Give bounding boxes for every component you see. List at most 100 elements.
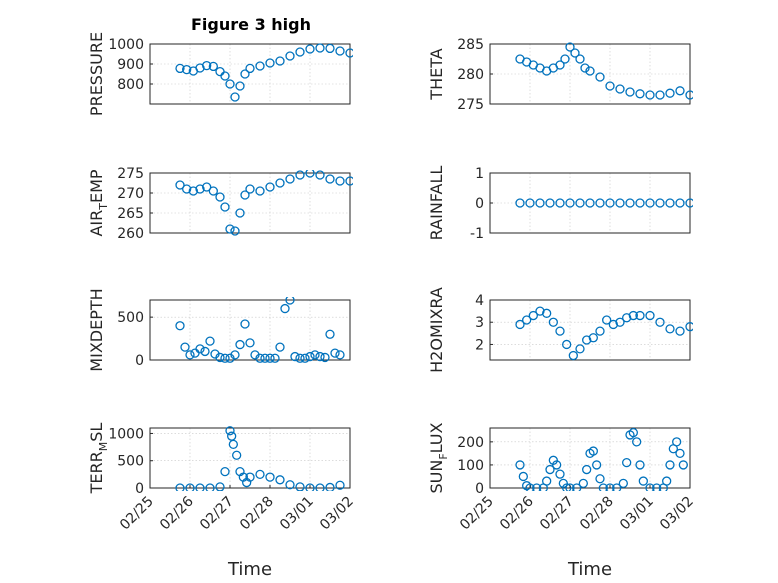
data-point xyxy=(525,483,535,491)
data-point xyxy=(560,54,570,64)
subplot-air-temp: 260 265 270 275 AIRTEMP xyxy=(87,166,353,242)
y-tick-label: 270 xyxy=(117,186,144,202)
data-point xyxy=(295,47,305,57)
data-point xyxy=(225,224,235,234)
data-point xyxy=(592,460,602,470)
data-point xyxy=(588,333,598,343)
data-point xyxy=(618,478,628,489)
data-point xyxy=(195,344,205,354)
data-point xyxy=(235,208,245,218)
data-point xyxy=(598,483,608,491)
data-point xyxy=(182,64,192,75)
data-point xyxy=(645,310,655,321)
data-point xyxy=(325,482,335,491)
data-point xyxy=(655,90,665,100)
data-point xyxy=(255,353,265,363)
data-point xyxy=(665,460,675,470)
data-point xyxy=(595,72,605,82)
y-axis-label: AIRTEMP xyxy=(87,169,110,236)
data-point xyxy=(325,174,335,184)
x-tick-label: 02/25 xyxy=(457,494,497,534)
y-tick-label: 265 xyxy=(117,206,144,222)
data-point xyxy=(622,457,632,468)
y-axis-label: TERRMSL xyxy=(87,423,110,495)
x-tick-label: 02/26 xyxy=(497,493,537,533)
x-axis-label: Time xyxy=(567,559,612,580)
data-point xyxy=(562,483,572,491)
x-tick-label: 02/28 xyxy=(237,494,277,534)
data-point xyxy=(325,329,335,339)
data-point xyxy=(675,326,685,336)
data-point xyxy=(305,44,315,54)
data-point xyxy=(515,460,525,470)
data-point xyxy=(570,48,580,58)
axes-box xyxy=(149,427,351,489)
data-point xyxy=(622,313,632,323)
data-point xyxy=(335,176,345,186)
data-point xyxy=(602,315,612,325)
data-point xyxy=(652,483,662,491)
axes-box xyxy=(149,43,351,105)
data-point xyxy=(542,476,552,486)
y-axis-label: SUNFLUX xyxy=(427,422,450,493)
data-point xyxy=(552,460,562,470)
data-point xyxy=(582,464,592,475)
subplot-mixdepth: 0 500 MIXDEPTH xyxy=(87,288,351,372)
data-point xyxy=(220,466,230,477)
data-point xyxy=(588,446,598,456)
data-point xyxy=(685,322,693,332)
data-point xyxy=(280,303,290,314)
data-point xyxy=(655,198,665,208)
data-point xyxy=(625,87,635,97)
data-point xyxy=(240,319,250,329)
data-point xyxy=(548,317,558,327)
y-tick-label: 3 xyxy=(475,315,484,331)
data-point xyxy=(220,202,230,212)
data-point xyxy=(615,317,625,327)
data-point xyxy=(245,63,255,74)
data-point xyxy=(175,483,185,491)
data-point xyxy=(265,58,275,68)
axes-box xyxy=(489,172,691,234)
data-point xyxy=(225,79,235,89)
data-point xyxy=(205,483,215,491)
subplot-theta: 275 280 285 THETA xyxy=(427,37,693,113)
data-point xyxy=(515,319,525,330)
data-point xyxy=(232,450,242,460)
y-tick-label: 285 xyxy=(457,37,484,53)
data-point xyxy=(628,310,638,321)
data-point xyxy=(188,186,198,196)
y-tick-label: 0 xyxy=(135,481,144,497)
data-point xyxy=(285,51,295,61)
data-point xyxy=(662,476,672,486)
data-point xyxy=(182,184,192,194)
data-point xyxy=(200,346,210,357)
y-tick-label: 0 xyxy=(135,353,144,369)
y-tick-label: 280 xyxy=(457,67,484,83)
data-point xyxy=(575,198,585,208)
y-axis-label: H2OMIXRA xyxy=(427,287,446,373)
data-point xyxy=(628,427,638,438)
data-point xyxy=(645,483,655,491)
data-point xyxy=(562,339,572,350)
data-point xyxy=(345,48,353,58)
data-point xyxy=(608,319,618,330)
data-point xyxy=(565,483,575,491)
data-point xyxy=(525,198,535,208)
data-point xyxy=(625,198,635,208)
data-point xyxy=(220,71,230,81)
figure-title: Figure 3 high xyxy=(191,15,311,34)
data-point xyxy=(205,336,215,346)
data-point xyxy=(638,476,648,486)
y-tick-label: 260 xyxy=(117,226,144,242)
data-point xyxy=(545,464,555,475)
x-tick-label: 03/01 xyxy=(277,494,317,534)
data-point xyxy=(300,353,310,363)
axes-box xyxy=(489,43,691,105)
data-point xyxy=(565,198,575,208)
data-point xyxy=(585,66,595,76)
data-point xyxy=(575,344,585,354)
y-tick-label: 1 xyxy=(475,166,484,182)
data-point xyxy=(215,352,225,363)
